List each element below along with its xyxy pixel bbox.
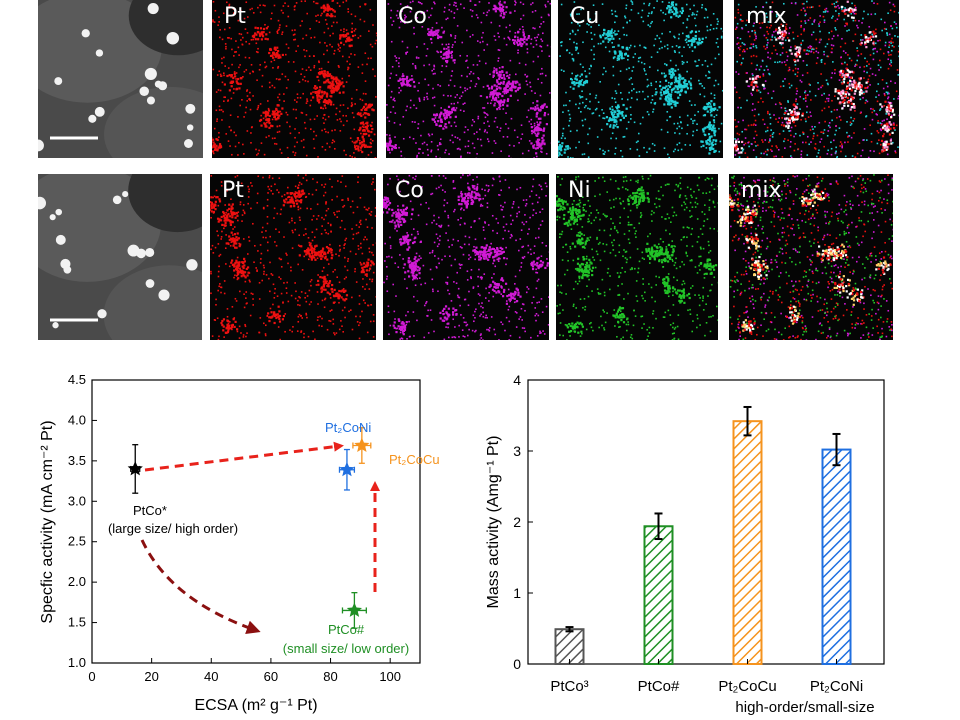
x-tick-label: 80 [323,669,337,684]
bar [821,448,852,665]
y-tick-label: 4.0 [68,412,86,427]
element-label: Cu [570,4,600,29]
bar [643,525,674,665]
annotation-pt2cocu: Pt₂CoCu [389,452,440,467]
annotation-pt2coni: Pt₂CoNi [325,420,371,435]
eds-map-pt: Pt [210,174,376,340]
data-point [354,437,370,452]
bar [554,628,585,665]
annotation-large-size: (large size/ high order) [108,521,238,536]
x-tick-label: 60 [264,669,278,684]
y-tick-label: 0 [513,656,521,672]
x-tick-label: 20 [144,669,158,684]
annotation-ptco-star: PtCo* [133,503,167,518]
haadf-image [38,174,202,340]
element-label: mix [746,4,787,29]
x-tick-label: 0 [88,669,95,684]
y-tick-label: 2 [513,514,521,530]
element-label: Pt [222,178,244,203]
category-label: Pt₂CoCu [718,678,776,695]
annotation-ptco-hash: PtCo# [328,622,365,637]
scatter-y-axis-label: Specfic activity (mA cm⁻² Pt) [39,420,56,623]
category-label: Pt₂CoNi [810,678,863,695]
y-tick-label: 1.5 [68,615,86,630]
eds-map-ni: Ni [556,174,718,340]
y-tick-label: 4 [513,372,521,388]
scatter-ticks: 0 20 40 60 80 100 1.0 1.5 2.0 2.5 3.0 3.5 4.0 4.5 [68,372,401,684]
bar [732,420,763,666]
scatter-points [127,427,372,629]
bar-footnote: high-order/small-size [735,699,874,716]
arrow-ptco-to-pt2coni [144,441,344,472]
y-tick-label: 3.0 [68,493,86,508]
eds-map-cu: Cu [558,0,723,158]
scatter-chart: 0 20 40 60 80 100 1.0 1.5 2.0 2.5 3.0 3.5 4.0 4.5 Spe… [39,372,440,714]
category-label: PtCo³ [550,678,588,695]
data-point [339,461,355,477]
x-tick-label: 40 [204,669,218,684]
y-tick-label: 1 [513,585,521,601]
eds-map-co: Co [383,174,549,340]
bar-y-axis-label: Mass activity (Amg⁻¹ Pt) [485,436,502,609]
y-tick-label: 3.5 [68,453,86,468]
element-label: Co [398,4,427,29]
category-label: PtCo# [638,678,680,695]
x-tick-label: 100 [379,669,401,684]
scatter-x-axis-label: ECSA (m² g⁻¹ Pt) [194,697,317,714]
annotation-small-size: (small size/ low order) [283,641,409,656]
y-tick-label: 1.0 [68,655,86,670]
scatter-plot-frame [91,379,421,664]
element-label: mix [741,178,782,203]
y-tick-label: 3 [513,443,521,459]
arrow-ptco-to-ptco-hash [140,539,261,634]
bar-ticks: 0 1 2 3 4 [513,372,533,672]
element-label: Ni [568,178,591,203]
data-point [127,460,143,476]
eds-map-co: Co [386,0,551,158]
data-point [346,602,363,617]
element-label: Pt [224,4,246,29]
haadf-image [38,0,203,158]
eds-map-mix: mix [729,174,893,340]
y-tick-label: 4.5 [68,372,86,387]
y-tick-label: 2.0 [68,574,86,589]
y-tick-label: 2.5 [68,534,86,549]
element-label: Co [395,178,424,203]
bars: PtCo³ PtCo# Pt₂CoCu Pt₂CoNi [550,405,863,695]
eds-map-mix: mix [734,0,899,158]
eds-map-pt: Pt [212,0,377,158]
